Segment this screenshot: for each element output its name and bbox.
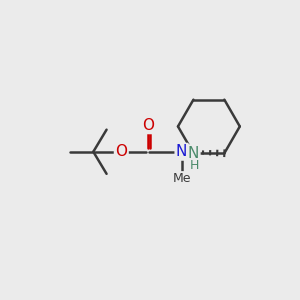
Text: Me: Me	[172, 172, 191, 185]
Text: N: N	[188, 146, 199, 161]
Text: O: O	[115, 144, 127, 159]
Text: N: N	[176, 144, 187, 159]
Text: H: H	[189, 159, 199, 172]
Text: O: O	[142, 118, 154, 133]
